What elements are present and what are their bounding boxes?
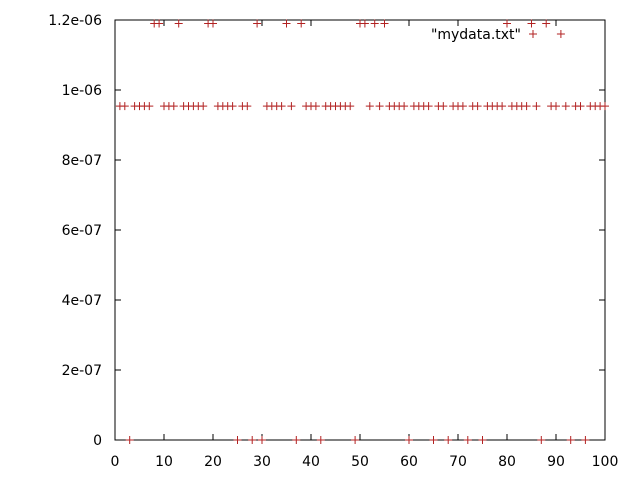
data-point [552, 102, 560, 111]
data-point [400, 102, 409, 111]
y-tick-label: 4e-07 [62, 293, 102, 309]
data-point [576, 102, 585, 111]
data-point [444, 436, 453, 444]
data-point [439, 102, 448, 111]
data-point [429, 436, 438, 444]
data-point [532, 102, 541, 111]
data-point [228, 102, 237, 111]
data-point [316, 436, 325, 444]
data-point [370, 19, 379, 28]
data-point [169, 102, 178, 111]
x-tick-label: 80 [498, 454, 516, 470]
x-tick-label: 20 [204, 454, 222, 470]
data-point [561, 102, 570, 111]
data-point [424, 102, 433, 111]
data-point [258, 436, 266, 444]
data-point [601, 102, 609, 111]
y-tick-label: 6e-07 [62, 223, 102, 239]
x-tick-label: 0 [111, 454, 120, 470]
data-point [581, 436, 590, 444]
data-point [478, 436, 487, 444]
data-point [243, 102, 252, 111]
data-point [566, 436, 575, 444]
data-point [375, 102, 384, 111]
x-tick-label: 30 [253, 454, 271, 470]
data-point [351, 436, 360, 444]
data-point [473, 102, 482, 111]
x-tick-label: 100 [592, 454, 619, 470]
data-point [120, 102, 129, 111]
data-point [522, 102, 531, 111]
data-point [199, 102, 208, 111]
data-point [248, 436, 257, 444]
legend: "mydata.txt" [431, 27, 537, 43]
data-point [282, 19, 291, 28]
x-tick-label: 40 [302, 454, 320, 470]
data-point [498, 102, 507, 111]
data-point [125, 436, 134, 444]
data-point [527, 19, 536, 28]
data-point [380, 19, 389, 28]
data-point [292, 436, 301, 444]
data-point [297, 19, 306, 28]
plot-frame [114, 19, 606, 441]
data-points [115, 19, 609, 444]
data-point [209, 19, 217, 28]
data-point [503, 19, 511, 28]
x-tick-label: 50 [351, 454, 369, 470]
data-point [155, 19, 164, 28]
data-point [365, 102, 374, 111]
x-tick-label: 90 [547, 454, 565, 470]
y-tick-label: 2e-07 [62, 363, 102, 379]
data-point [542, 19, 551, 28]
axis-tick-labels: 0 10 20 30 40 50 60 70 80 90 100 0 2e-07 4e-07 6e-07 8e… [48, 13, 618, 470]
y-tick-label: 0 [93, 433, 102, 449]
data-point [174, 19, 183, 28]
axis-ticks [114, 19, 606, 441]
y-tick-label: 8e-07 [62, 153, 102, 169]
data-point [346, 102, 355, 111]
data-point [537, 436, 546, 444]
data-point [287, 102, 296, 111]
data-point [311, 102, 320, 111]
data-point [145, 102, 154, 111]
x-tick-label: 60 [400, 454, 418, 470]
legend-label: "mydata.txt" [431, 27, 521, 43]
x-tick-label: 70 [449, 454, 467, 470]
y-tick-label: 1e-06 [62, 83, 102, 99]
data-point [233, 436, 242, 444]
data-point [556, 30, 565, 38]
data-point [277, 102, 286, 111]
y-tick-label: 1.2e-06 [48, 13, 102, 29]
data-point [253, 19, 262, 28]
data-point [458, 102, 467, 111]
data-point [360, 19, 369, 28]
data-point [405, 436, 413, 444]
data-point [463, 436, 472, 444]
x-tick-label: 10 [155, 454, 173, 470]
